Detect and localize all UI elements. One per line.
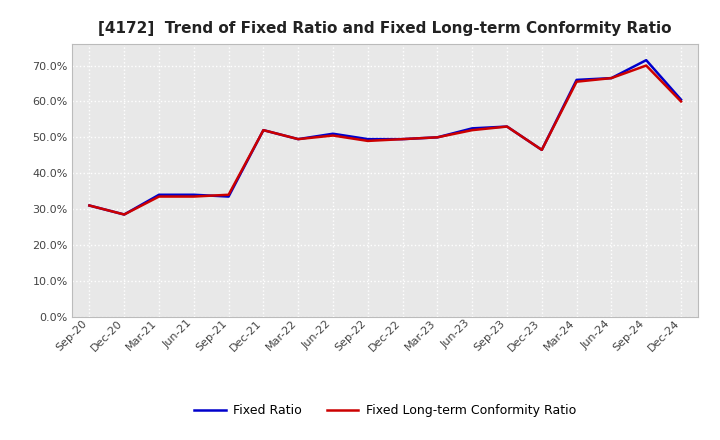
Fixed Ratio (433, 135, 442, 140)
Fixed Long-term Conformity Ratio (155, 194, 163, 199)
Fixed Long-term Conformity Ratio (225, 192, 233, 198)
Fixed Ratio (259, 128, 268, 133)
Title: [4172]  Trend of Fixed Ratio and Fixed Long-term Conformity Ratio: [4172] Trend of Fixed Ratio and Fixed Lo… (99, 21, 672, 36)
Line: Fixed Ratio: Fixed Ratio (89, 60, 681, 214)
Fixed Ratio (155, 192, 163, 198)
Fixed Long-term Conformity Ratio (677, 99, 685, 104)
Fixed Long-term Conformity Ratio (433, 135, 442, 140)
Fixed Long-term Conformity Ratio (364, 138, 372, 143)
Fixed Ratio (607, 76, 616, 81)
Fixed Ratio (572, 77, 581, 83)
Fixed Ratio (328, 131, 337, 136)
Fixed Long-term Conformity Ratio (503, 124, 511, 129)
Fixed Ratio (642, 58, 651, 63)
Fixed Ratio (85, 203, 94, 208)
Fixed Ratio (294, 136, 302, 142)
Fixed Long-term Conformity Ratio (259, 128, 268, 133)
Fixed Long-term Conformity Ratio (85, 203, 94, 208)
Fixed Ratio (468, 126, 477, 131)
Fixed Long-term Conformity Ratio (398, 136, 407, 142)
Fixed Ratio (189, 192, 198, 198)
Fixed Long-term Conformity Ratio (328, 133, 337, 138)
Line: Fixed Long-term Conformity Ratio: Fixed Long-term Conformity Ratio (89, 66, 681, 214)
Legend: Fixed Ratio, Fixed Long-term Conformity Ratio: Fixed Ratio, Fixed Long-term Conformity … (189, 400, 581, 422)
Fixed Long-term Conformity Ratio (120, 212, 129, 217)
Fixed Ratio (120, 212, 129, 217)
Fixed Long-term Conformity Ratio (189, 194, 198, 199)
Fixed Long-term Conformity Ratio (607, 76, 616, 81)
Fixed Long-term Conformity Ratio (642, 63, 651, 68)
Fixed Ratio (398, 136, 407, 142)
Fixed Ratio (537, 147, 546, 153)
Fixed Long-term Conformity Ratio (537, 147, 546, 153)
Fixed Ratio (225, 194, 233, 199)
Fixed Ratio (364, 136, 372, 142)
Fixed Long-term Conformity Ratio (572, 79, 581, 84)
Fixed Ratio (503, 124, 511, 129)
Fixed Long-term Conformity Ratio (294, 136, 302, 142)
Fixed Long-term Conformity Ratio (468, 128, 477, 133)
Fixed Ratio (677, 97, 685, 102)
